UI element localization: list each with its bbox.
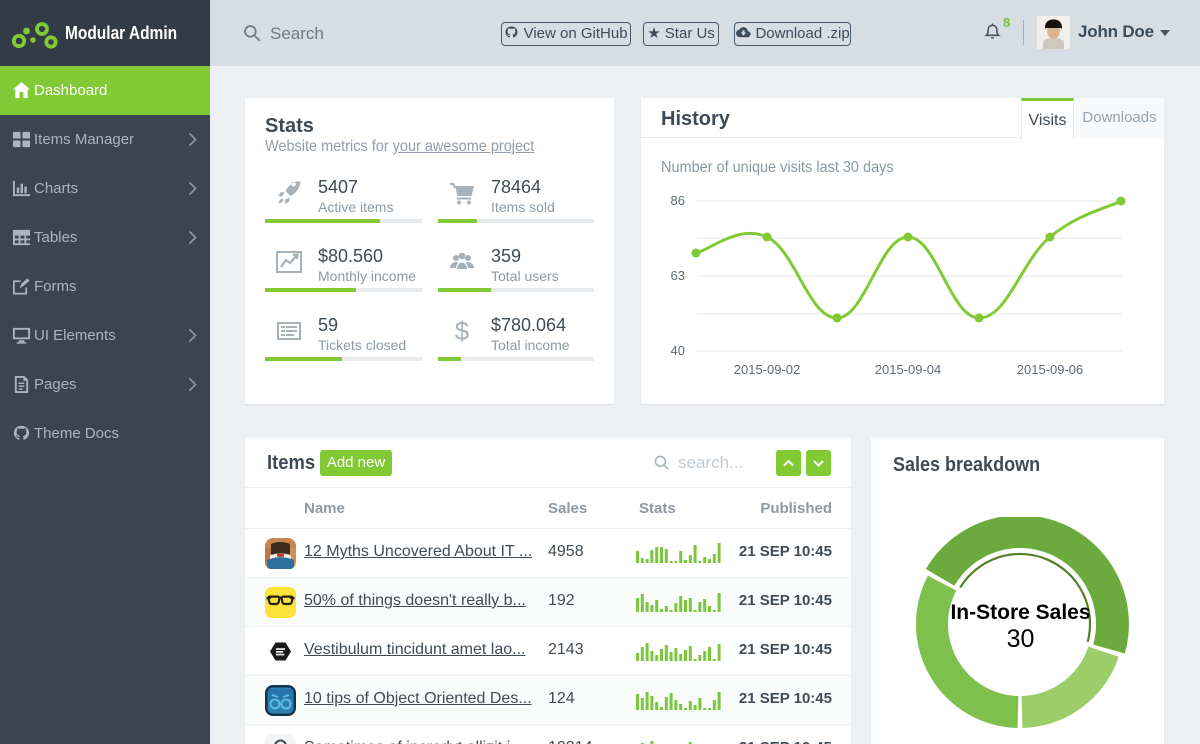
svg-text:$: $ <box>455 316 470 346</box>
svg-text:40: 40 <box>671 343 685 358</box>
svg-text:63: 63 <box>671 268 685 283</box>
svg-text:2015-09-02: 2015-09-02 <box>734 362 801 377</box>
svg-text:2015-09-06: 2015-09-06 <box>1017 362 1084 377</box>
svg-text:86: 86 <box>671 193 685 208</box>
svg-text:2015-09-04: 2015-09-04 <box>875 362 942 377</box>
